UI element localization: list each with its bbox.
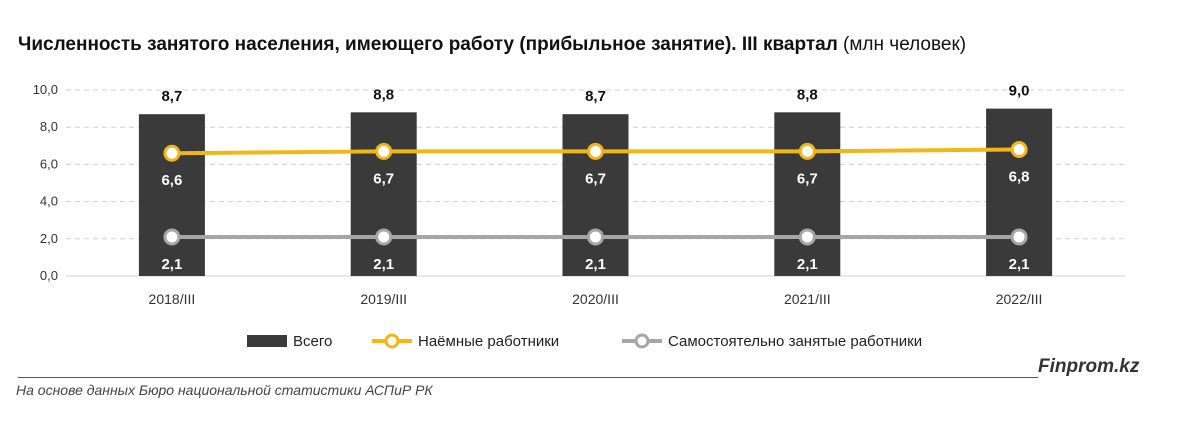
bar-total — [986, 108, 1053, 276]
series-value-label: 6,8 — [1009, 169, 1030, 186]
bar-total-label: 9,0 — [1009, 83, 1030, 100]
series-marker — [587, 228, 604, 246]
x-category-label: 2022/III — [996, 291, 1043, 307]
y-tick-label: 0,0 — [40, 268, 58, 283]
x-category-label: 2019/III — [360, 291, 407, 307]
legend-label-self: Самостоятельно занятые работники — [668, 333, 922, 350]
legend-label-total: Всего — [293, 333, 332, 350]
series-marker — [375, 142, 393, 160]
series-value-label: 2,1 — [373, 256, 394, 273]
chart: 0,0 2,0 4,0 6,0 8,0 10,0 8,7 8,8 8,7 8,8 9,0 2018/I… — [33, 82, 1125, 350]
bar-total-label: 8,7 — [585, 88, 606, 105]
x-category-label: 2018/III — [149, 291, 196, 307]
series-marker — [163, 228, 181, 246]
bar-total-label: 8,8 — [797, 86, 818, 103]
legend-marker-self — [634, 333, 650, 349]
legend-swatch-total — [247, 335, 287, 347]
series-value-label: 6,6 — [161, 172, 182, 189]
y-tick-label: 4,0 — [40, 194, 58, 209]
series-value-label: 6,7 — [373, 170, 394, 187]
x-category-label: 2021/III — [784, 291, 831, 307]
series-value-label: 2,1 — [797, 256, 818, 273]
bar-total — [138, 114, 205, 277]
series-value-label: 6,7 — [797, 170, 818, 187]
x-category-label: 2020/III — [572, 291, 619, 307]
series-value-label: 2,1 — [585, 256, 606, 273]
brand-label: Finprom.kz — [1038, 356, 1140, 377]
bar-total — [350, 112, 417, 276]
chart-unit: (млн человек) — [843, 34, 967, 55]
bar-total — [774, 112, 841, 276]
series-marker — [1010, 228, 1028, 246]
series-marker — [587, 142, 604, 160]
y-tick-label: 8,0 — [40, 119, 58, 134]
y-tick-label: 10,0 — [33, 82, 58, 97]
footer-divider — [18, 377, 1038, 378]
series-marker — [798, 142, 816, 160]
chart-title: Численность занятого населения, имеющего… — [18, 34, 1188, 56]
series-value-label: 2,1 — [161, 256, 182, 273]
bar-total-label: 8,7 — [161, 88, 182, 105]
series-marker — [1010, 141, 1028, 159]
series-marker — [375, 228, 393, 246]
chart-title-text: Численность занятого населения, имеющего… — [18, 34, 838, 55]
legend-marker-hired — [384, 333, 400, 349]
y-tick-label: 2,0 — [40, 231, 58, 246]
series-marker — [163, 144, 181, 162]
legend-label-hired: Наёмные работники — [418, 333, 559, 350]
series-marker — [798, 228, 816, 246]
bar-total — [562, 114, 629, 277]
y-tick-label: 6,0 — [40, 156, 58, 171]
series-value-label: 2,1 — [1009, 256, 1030, 273]
source-note: На основе данных Бюро национальной стати… — [16, 382, 433, 398]
series-value-label: 6,7 — [585, 170, 606, 187]
bar-total-label: 8,8 — [373, 86, 394, 103]
